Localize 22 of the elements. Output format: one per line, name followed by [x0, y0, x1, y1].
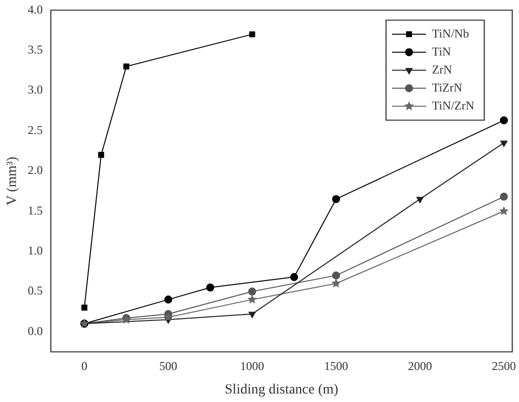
legend-label: TiZrN: [432, 80, 463, 94]
y-tick-label: 4.0: [28, 2, 43, 16]
legend-label: TiN/ZrN: [432, 98, 475, 112]
y-tick-label: 2.0: [28, 163, 43, 178]
x-tick-label: 2500: [492, 359, 516, 374]
y-tick-label: 2.5: [28, 122, 43, 137]
legend-label: ZrN: [432, 62, 452, 76]
y-axis-title: V (mm³): [5, 156, 20, 206]
legend-label: TiN/Nb: [432, 26, 469, 40]
legend-label: TiN: [432, 44, 452, 58]
x-tick-label: 1000: [240, 359, 264, 374]
x-tick-label: 2000: [408, 359, 432, 374]
x-tick-label: 0: [81, 359, 88, 374]
y-tick-label: 0.5: [28, 284, 43, 298]
y-tick-label: 1.0: [28, 243, 43, 258]
y-tick-label: 3.5: [28, 42, 43, 57]
y-tick-label: 0.0: [28, 324, 43, 338]
y-tick-label: 1.5: [28, 203, 43, 218]
x-axis-title: Sliding distance (m): [224, 382, 339, 398]
x-tick-label: 1500: [324, 359, 348, 374]
y-tick-label: 3.0: [28, 82, 43, 97]
x-tick-label: 500: [159, 359, 178, 374]
